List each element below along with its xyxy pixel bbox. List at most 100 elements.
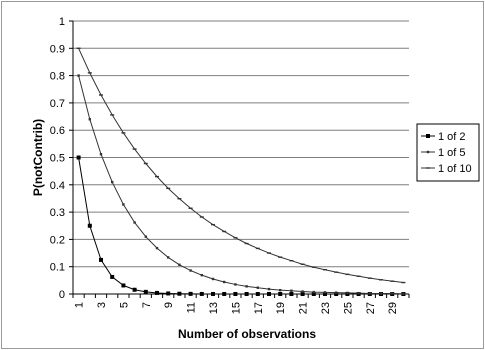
- data-point: [233, 292, 238, 296]
- x-tick-label: 11: [186, 302, 198, 313]
- data-point: [166, 291, 171, 296]
- data-point: [346, 291, 349, 295]
- data-point: [391, 292, 394, 295]
- data-point: [122, 203, 125, 206]
- x-tick-label: 17: [253, 302, 265, 314]
- data-point: [402, 292, 405, 295]
- x-tick-label: 7: [141, 302, 153, 308]
- data-point: [368, 292, 371, 295]
- data-point: [311, 266, 316, 268]
- y-tick-label: 0: [59, 289, 65, 301]
- data-point: [76, 47, 81, 49]
- y-axis-title: P(notContrib): [31, 119, 45, 196]
- y-tick-label: 0.8: [50, 71, 65, 83]
- x-axis-title: Number of observations: [178, 327, 316, 341]
- data-point: [87, 223, 92, 228]
- data-point: [256, 286, 259, 289]
- data-point: [278, 292, 283, 296]
- y-tick-label: 0.7: [50, 98, 65, 110]
- data-point: [379, 279, 383, 281]
- legend-label: 1 of 5: [438, 147, 466, 159]
- data-point: [77, 74, 80, 77]
- y-tick-label: 0.4: [50, 180, 65, 192]
- legend-item: 1 of 5: [421, 147, 466, 159]
- legend-item: 1 of 10: [421, 163, 472, 175]
- data-point: [155, 246, 159, 250]
- data-point: [312, 290, 315, 294]
- data-point: [177, 198, 182, 200]
- data-point: [211, 277, 215, 281]
- data-point: [222, 230, 227, 233]
- data-point: [88, 118, 91, 121]
- data-point: [143, 162, 148, 165]
- data-point: [244, 292, 249, 296]
- data-point: [188, 207, 193, 209]
- gridlines: [73, 20, 409, 268]
- x-tick-label: 5: [118, 302, 130, 308]
- data-point: [121, 132, 126, 134]
- data-point: [267, 287, 271, 291]
- data-point: [211, 291, 215, 296]
- data-point: [76, 155, 81, 160]
- x-tick-label: 25: [342, 302, 354, 314]
- data-point: [155, 290, 159, 295]
- data-point: [111, 180, 114, 184]
- data-point: [222, 291, 227, 296]
- data-point: [279, 288, 282, 292]
- data-point: [300, 263, 305, 265]
- data-point: [334, 292, 339, 296]
- data-point: [390, 280, 395, 282]
- x-tick-label: 15: [230, 302, 242, 314]
- data-point: [132, 287, 137, 292]
- data-point: [223, 280, 226, 284]
- data-point: [155, 175, 159, 178]
- data-point: [255, 292, 260, 296]
- legend-item: 1 of 2: [421, 131, 466, 143]
- data-point: [199, 291, 204, 296]
- data-point: [233, 237, 238, 239]
- data-point: [301, 290, 304, 293]
- data-point: [323, 292, 327, 296]
- data-point: [234, 283, 237, 286]
- data-point: [166, 187, 171, 190]
- series-2: [77, 74, 405, 295]
- data-point: [267, 252, 271, 254]
- series-line: [78, 48, 404, 284]
- data-point: [189, 269, 192, 272]
- y-tick-label: 0.9: [50, 43, 65, 55]
- y-tick-label: 0.2: [50, 234, 65, 246]
- y-tick-label: 0.6: [50, 125, 65, 137]
- x-tick-label: 27: [365, 302, 377, 314]
- data-point: [177, 291, 182, 296]
- data-point: [133, 221, 136, 224]
- x-tick-label: 3: [96, 302, 108, 308]
- y-tick-label: 1: [59, 16, 65, 28]
- data-point: [132, 148, 137, 150]
- data-point: [357, 291, 360, 295]
- data-point: [300, 292, 305, 296]
- data-point: [188, 291, 193, 296]
- data-point: [167, 256, 170, 259]
- data-point: [255, 247, 260, 250]
- data-point: [178, 263, 181, 266]
- data-point: [110, 274, 115, 279]
- data-point: [401, 281, 406, 284]
- data-point: [244, 242, 249, 245]
- data-point: [289, 259, 294, 262]
- data-point: [267, 292, 271, 296]
- x-tick-label: 19: [275, 302, 287, 314]
- data-point: [345, 273, 350, 276]
- data-point: [278, 256, 283, 258]
- data-point: [335, 291, 338, 294]
- data-point: [99, 94, 103, 96]
- data-point: [290, 289, 293, 292]
- data-point: [379, 292, 383, 295]
- y-axis-ticks: 0 0.1 0.2 0.3 0.4 0.5 0.6 0.7 0.8 0.9 1: [50, 16, 73, 301]
- data-point: [426, 167, 430, 169]
- data-point: [199, 216, 204, 218]
- y-tick-label: 0.5: [50, 153, 65, 165]
- data-point: [311, 292, 316, 296]
- data-point: [323, 269, 327, 271]
